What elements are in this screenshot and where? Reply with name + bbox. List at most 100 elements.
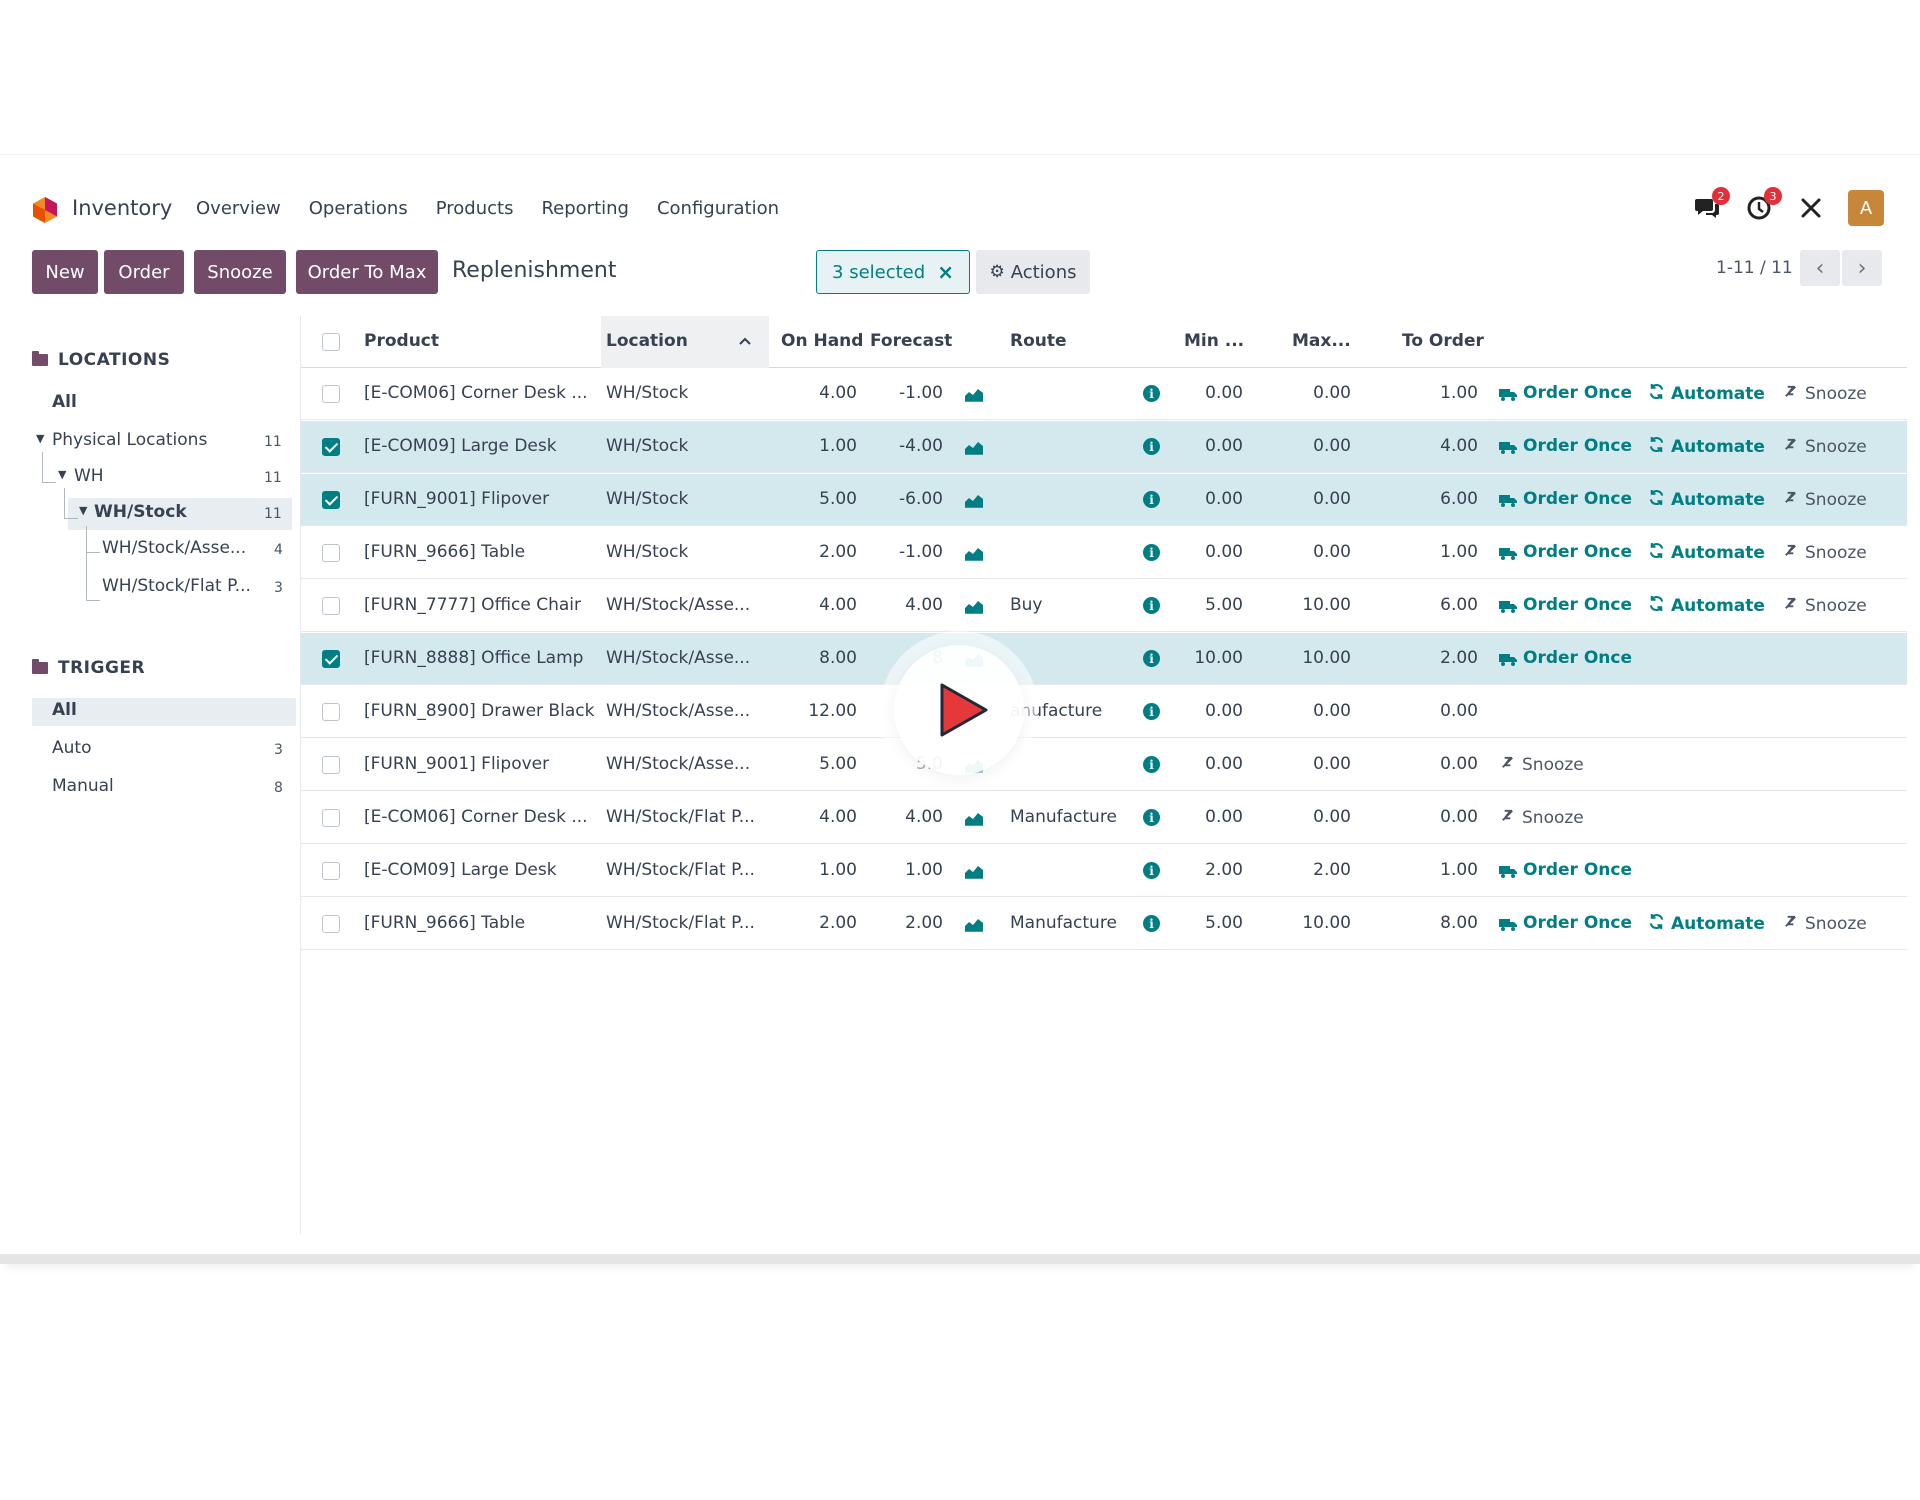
cell-product[interactable]: [FURN_8888] Office Lamp: [364, 648, 584, 668]
cell-to-order[interactable]: 6.00: [1440, 595, 1478, 615]
cell-product[interactable]: [E-COM09] Large Desk: [364, 436, 557, 456]
info-icon[interactable]: i: [1143, 438, 1160, 455]
order-once-button[interactable]: Order Once: [1499, 860, 1632, 880]
cell-min[interactable]: 5.00: [1205, 595, 1243, 615]
forecast-graph-icon[interactable]: [964, 916, 984, 932]
cell-location[interactable]: WH/Stock/Flat P...: [606, 860, 755, 880]
info-icon[interactable]: i: [1143, 385, 1160, 402]
cell-max[interactable]: 0.00: [1313, 383, 1351, 403]
snooze-row-button[interactable]: Snooze: [1782, 542, 1867, 564]
forecast-graph-icon[interactable]: [964, 810, 984, 826]
pager-value[interactable]: 1-11 / 11: [1716, 258, 1793, 278]
header-route[interactable]: Route: [1010, 331, 1067, 351]
actions-button[interactable]: ⚙ Actions: [976, 250, 1090, 294]
order-once-button[interactable]: Order Once: [1499, 542, 1632, 562]
cell-on-hand[interactable]: 4.00: [819, 595, 857, 615]
cell-on-hand[interactable]: 1.00: [819, 436, 857, 456]
cell-forecast[interactable]: -6.00: [899, 489, 943, 509]
app-name[interactable]: Inventory: [72, 196, 173, 220]
menu-operations[interactable]: Operations: [308, 198, 408, 219]
pager-next-button[interactable]: ›: [1842, 250, 1882, 286]
menu-reporting[interactable]: Reporting: [541, 198, 629, 219]
cell-location[interactable]: WH/Stock/Flat P...: [606, 807, 755, 827]
cell-to-order[interactable]: 1.00: [1440, 542, 1478, 562]
cell-location[interactable]: WH/Stock/Asse...: [606, 754, 751, 774]
table-row[interactable]: [E-COM09] Large Desk WH/Stock/Flat P... 1.…: [301, 845, 1907, 897]
cell-forecast[interactable]: -4.00: [899, 436, 943, 456]
cell-max[interactable]: 0.00: [1313, 436, 1351, 456]
order-once-button[interactable]: Order Once: [1499, 913, 1632, 933]
trigger-auto[interactable]: Auto: [52, 738, 92, 758]
automate-button[interactable]: Automate: [1648, 383, 1765, 405]
cell-to-order[interactable]: 0.00: [1440, 754, 1478, 774]
cell-to-order[interactable]: 6.00: [1440, 489, 1478, 509]
header-forecast[interactable]: Forecast: [870, 331, 953, 351]
row-checkbox[interactable]: [322, 544, 340, 562]
order-once-button[interactable]: Order Once: [1499, 595, 1632, 615]
new-button[interactable]: New: [32, 250, 98, 294]
cell-min[interactable]: 2.00: [1205, 860, 1243, 880]
cell-location[interactable]: WH/Stock: [606, 436, 689, 456]
cell-min[interactable]: 0.00: [1205, 807, 1243, 827]
order-once-button[interactable]: Order Once: [1499, 648, 1632, 668]
cell-forecast[interactable]: -1.00: [899, 383, 943, 403]
cell-to-order[interactable]: 8.00: [1440, 913, 1478, 933]
cell-min[interactable]: 0.00: [1205, 436, 1243, 456]
header-location[interactable]: Location: [606, 331, 688, 351]
inventory-logo-icon[interactable]: [32, 196, 58, 224]
forecast-graph-icon[interactable]: [964, 492, 984, 508]
order-to-max-button[interactable]: Order To Max: [296, 250, 438, 294]
menu-products[interactable]: Products: [435, 198, 514, 219]
snooze-row-button[interactable]: Snooze: [1499, 807, 1584, 829]
location-physical[interactable]: Physical Locations: [52, 430, 208, 450]
info-icon[interactable]: i: [1143, 809, 1160, 826]
table-row[interactable]: [FURN_9666] Table WH/Stock/Flat P... 2.00 2…: [301, 898, 1907, 950]
messages-icon[interactable]: 2: [1692, 187, 1730, 223]
automate-button[interactable]: Automate: [1648, 489, 1765, 511]
location-wh[interactable]: WH: [74, 466, 104, 486]
cell-max[interactable]: 2.00: [1313, 860, 1351, 880]
location-wh-stock[interactable]: WH/Stock: [94, 502, 187, 522]
cell-product[interactable]: [E-COM06] Corner Desk ...: [364, 383, 588, 403]
snooze-row-button[interactable]: Snooze: [1782, 913, 1867, 935]
snooze-row-button[interactable]: Snooze: [1782, 595, 1867, 617]
order-once-button[interactable]: Order Once: [1499, 383, 1632, 403]
header-on-hand[interactable]: On Hand: [781, 331, 864, 351]
cell-min[interactable]: 0.00: [1205, 754, 1243, 774]
table-row[interactable]: [FURN_9001] Flipover WH/Stock 5.00 -6.00 i 0.…: [301, 474, 1907, 526]
table-row[interactable]: [E-COM06] Corner Desk ... WH/Stock 4.00 -1.…: [301, 368, 1907, 420]
cell-route[interactable]: anufacture: [1010, 701, 1103, 721]
cell-to-order[interactable]: 1.00: [1440, 860, 1478, 880]
cell-route[interactable]: Manufacture: [1010, 913, 1117, 933]
forecast-graph-icon[interactable]: [964, 386, 984, 402]
cell-product[interactable]: [FURN_9666] Table: [364, 913, 526, 933]
table-row[interactable]: [FURN_9001] Flipover WH/Stock/Asse... 5.00…: [301, 739, 1907, 791]
cell-location[interactable]: WH/Stock/Asse...: [606, 648, 751, 668]
automate-button[interactable]: Automate: [1648, 595, 1765, 617]
row-checkbox[interactable]: [322, 809, 340, 827]
cell-forecast[interactable]: 1.00: [905, 860, 943, 880]
cell-location[interactable]: WH/Stock: [606, 489, 689, 509]
menu-configuration[interactable]: Configuration: [656, 198, 780, 219]
row-checkbox[interactable]: [322, 438, 340, 456]
info-icon[interactable]: i: [1143, 915, 1160, 932]
cell-min[interactable]: 0.00: [1205, 701, 1243, 721]
caret-down-icon[interactable]: ▼: [36, 432, 45, 445]
info-icon[interactable]: i: [1143, 597, 1160, 614]
table-row[interactable]: [FURN_8888] Office Lamp WH/Stock/Asse... 8…: [301, 633, 1907, 685]
table-row[interactable]: [FURN_7777] Office Chair WH/Stock/Asse...…: [301, 580, 1907, 632]
row-checkbox[interactable]: [322, 756, 340, 774]
select-all-checkbox[interactable]: [322, 333, 340, 351]
cell-to-order[interactable]: 1.00: [1440, 383, 1478, 403]
order-button[interactable]: Order: [104, 250, 184, 294]
cell-to-order[interactable]: 0.00: [1440, 807, 1478, 827]
info-icon[interactable]: i: [1143, 756, 1160, 773]
cell-on-hand[interactable]: 2.00: [819, 542, 857, 562]
cell-max[interactable]: 10.00: [1302, 595, 1351, 615]
snooze-row-button[interactable]: Snooze: [1499, 754, 1584, 776]
row-checkbox[interactable]: [322, 491, 340, 509]
cell-to-order[interactable]: 0.00: [1440, 701, 1478, 721]
cell-on-hand[interactable]: 4.00: [819, 383, 857, 403]
cell-location[interactable]: WH/Stock/Asse...: [606, 595, 751, 615]
row-checkbox[interactable]: [322, 597, 340, 615]
